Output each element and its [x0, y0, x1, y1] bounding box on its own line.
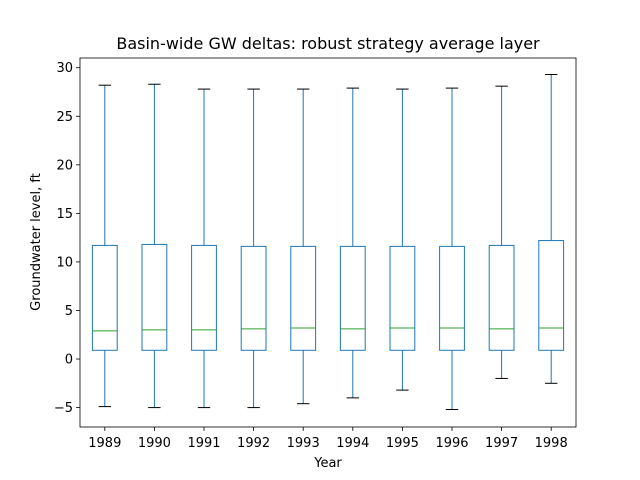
- x-tick-label: 1997: [485, 436, 518, 451]
- box-iqr: [91, 244, 118, 351]
- y-axis-label: Groundwater level, ft: [29, 173, 44, 311]
- x-tick-label: 1996: [435, 436, 468, 451]
- box-iqr: [389, 245, 416, 351]
- axes-frame: [79, 57, 577, 428]
- chart-title: Basin-wide GW deltas: robust strategy av…: [116, 34, 540, 53]
- box-iqr: [538, 240, 565, 351]
- box-iqr: [240, 245, 267, 351]
- box-iqr: [141, 243, 168, 351]
- box-iqr: [290, 245, 317, 351]
- box-iqr: [191, 244, 217, 351]
- y-tick-label: 10: [56, 255, 73, 270]
- box-iqr: [439, 245, 465, 351]
- box-iqr: [339, 245, 366, 351]
- x-tick-label: 1998: [535, 436, 568, 451]
- y-tick-label: 20: [56, 158, 73, 173]
- y-tick-label: 30: [56, 61, 73, 76]
- box-iqr: [488, 244, 515, 351]
- x-tick-label: 1994: [336, 436, 369, 451]
- x-tick-label: 1992: [237, 436, 270, 451]
- y-tick-label: 0: [65, 353, 73, 368]
- x-axis-label: Year: [313, 456, 342, 471]
- y-tick-label: 15: [56, 207, 73, 222]
- x-tick-label: 1993: [287, 436, 320, 451]
- y-tick-label: 5: [65, 304, 73, 319]
- x-tick-label: 1989: [88, 436, 121, 451]
- plot-area: −5 0 5 10 15 20 25 30 1989 1990 1991 1992 1993 1994 19…: [54, 57, 577, 451]
- y-tick-label: −5: [54, 401, 73, 416]
- x-tick-label: 1991: [187, 436, 220, 451]
- y-tick-label: 25: [56, 110, 73, 125]
- x-tick-label: 1995: [386, 436, 419, 451]
- x-tick-label: 1990: [138, 436, 171, 451]
